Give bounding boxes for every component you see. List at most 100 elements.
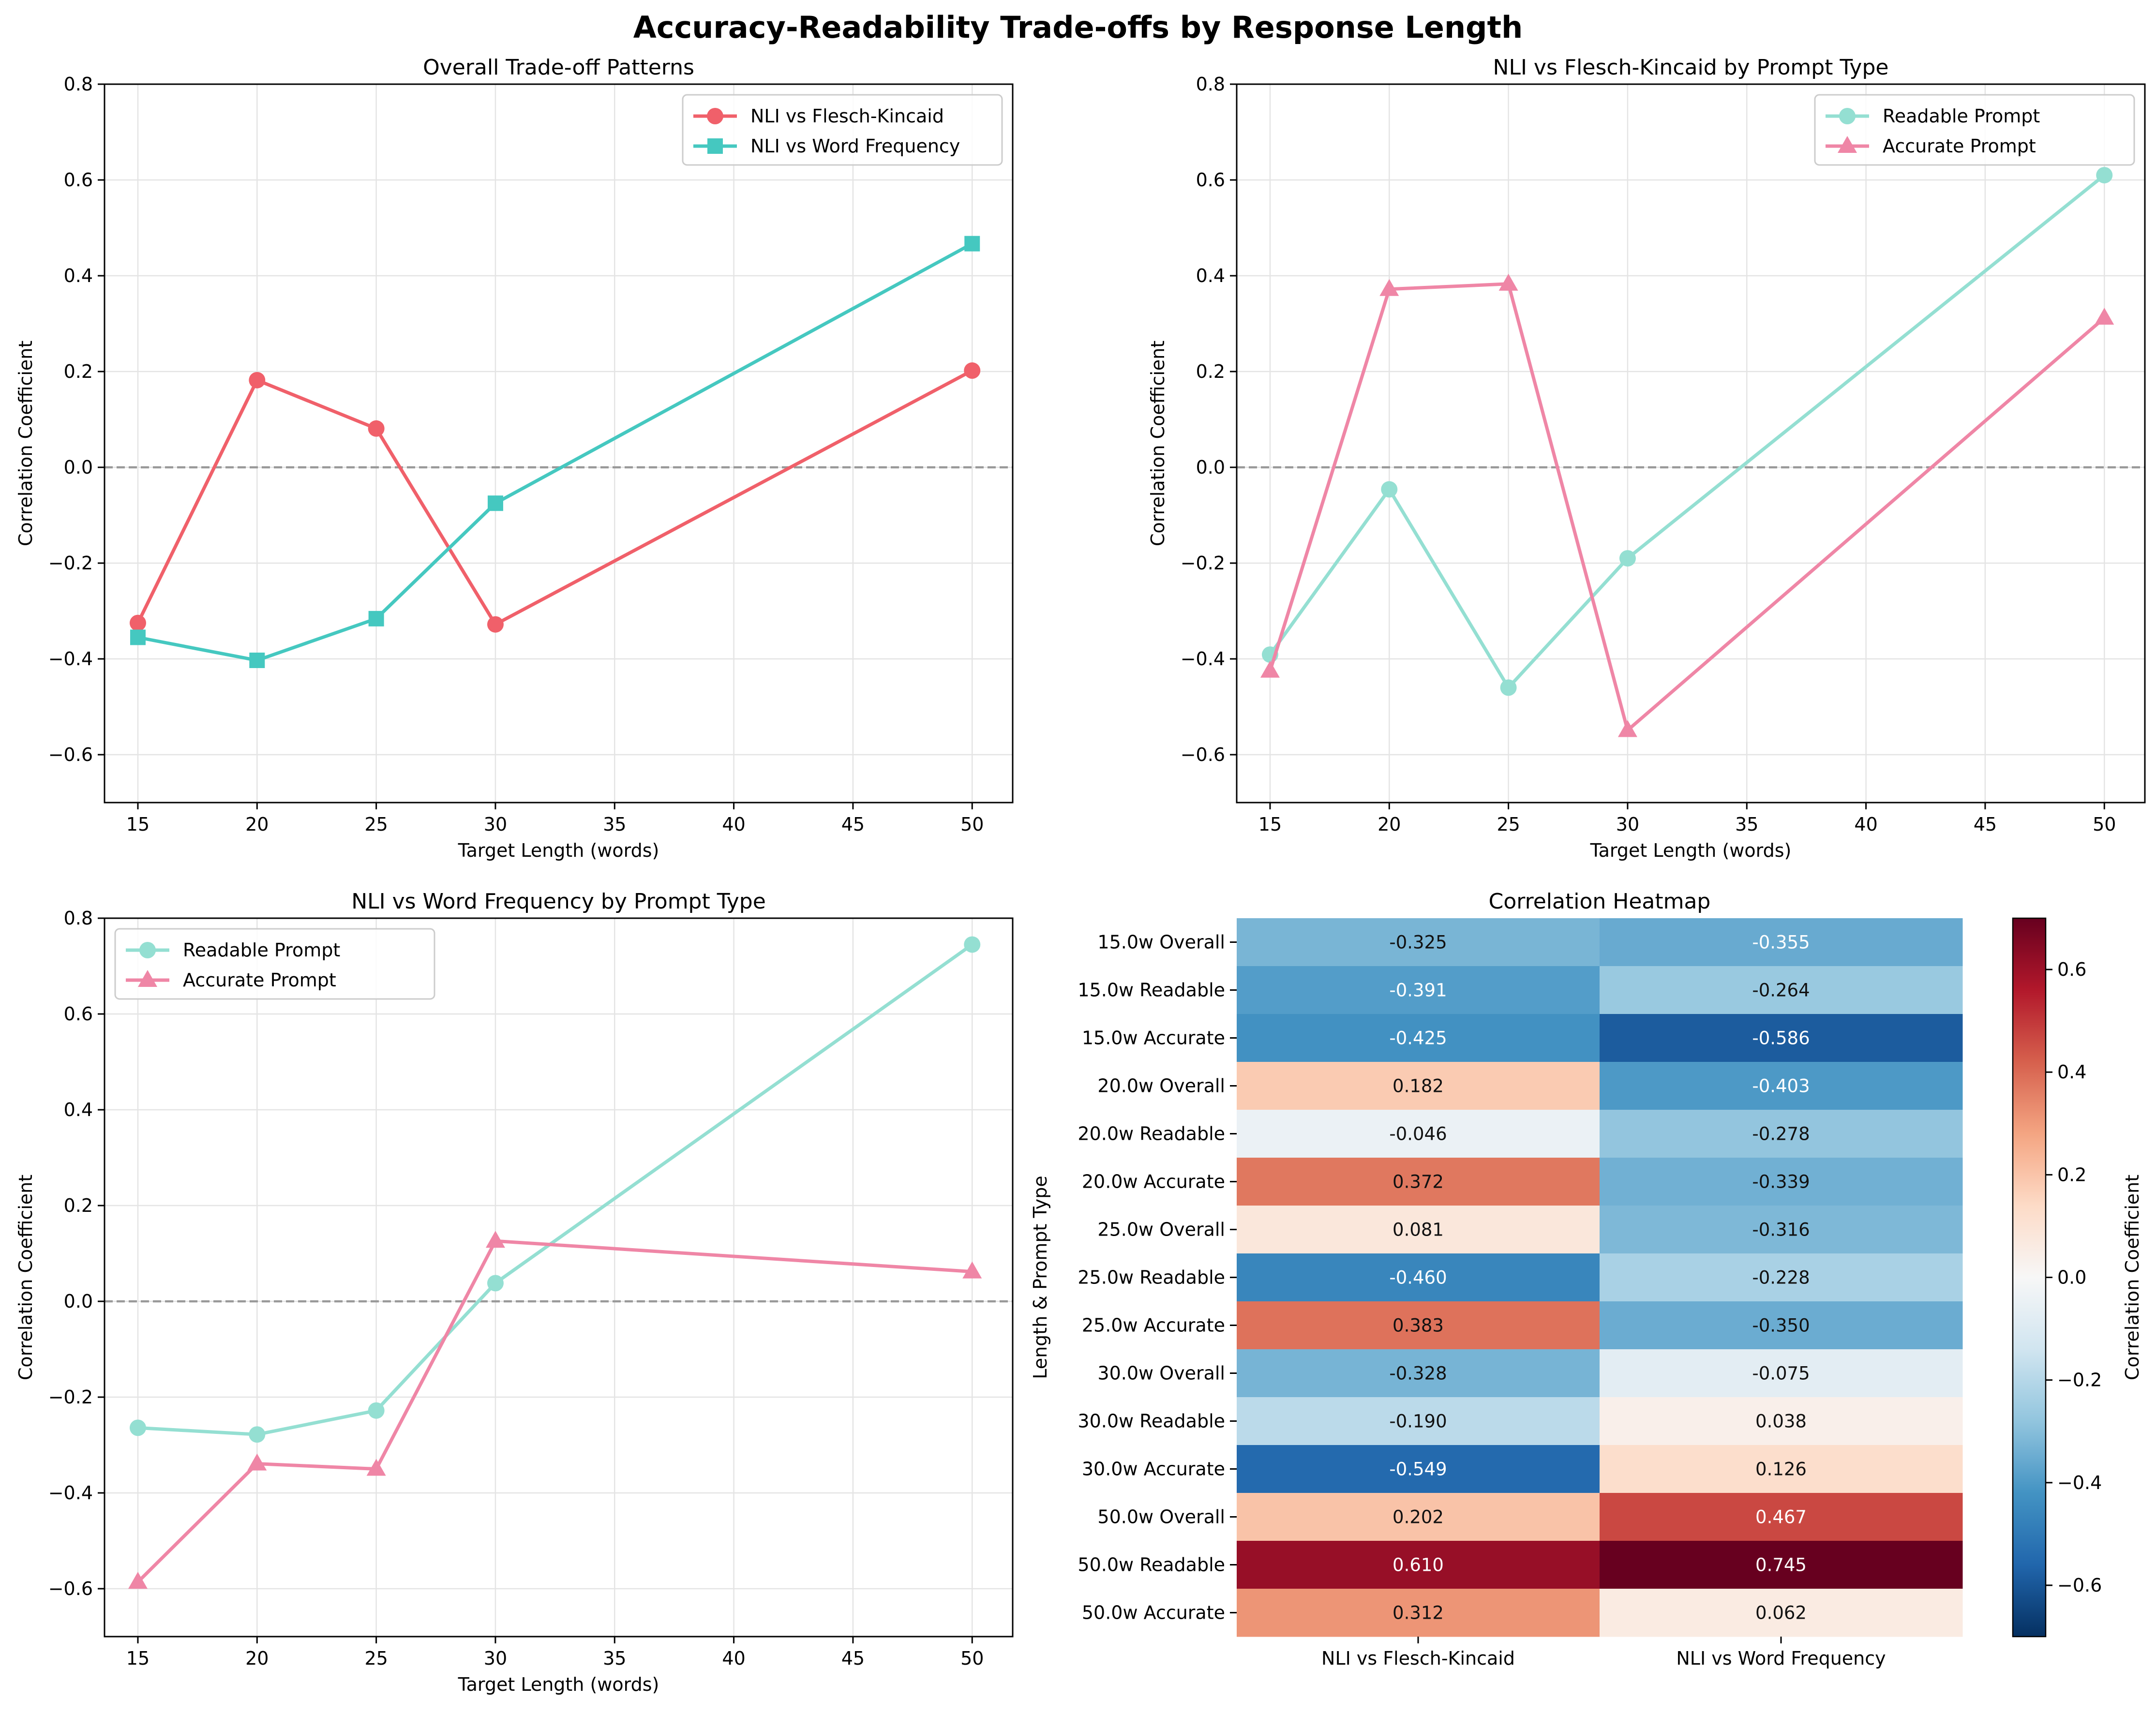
series-line-2 — [1268, 282, 2106, 732]
heatmap-value-label: -0.403 — [1752, 1076, 1810, 1097]
heatmap-cell — [1237, 1493, 1600, 1541]
subplot-title: NLI vs Word Frequency by Prompt Type — [351, 889, 766, 914]
heatmap-cell — [1600, 1062, 1963, 1110]
data-point — [1500, 679, 1517, 696]
heatmap-cell — [1600, 1493, 1963, 1541]
row-label: 25.0w Readable — [1078, 1267, 1225, 1288]
line-chart-1: 15 20 25 30 35 40 45 50 −0.6 −0.4 −0.2 0.0 0.2 0.4 0.6… — [15, 55, 1014, 861]
legend-marker — [1839, 108, 1856, 124]
heatmap-value-label: -0.325 — [1389, 932, 1447, 953]
row-label: 50.0w Accurate — [1082, 1602, 1225, 1624]
heatmap-value-label: -0.355 — [1752, 932, 1810, 953]
heatmap-value-label: 0.202 — [1392, 1507, 1444, 1528]
legend-marker — [707, 138, 723, 154]
y-tick-label: −0.4 — [1181, 648, 1225, 670]
row-label: 50.0w Overall — [1097, 1506, 1225, 1528]
y-tick-label: 0.0 — [64, 1291, 93, 1312]
x-tick-label: 20 — [245, 814, 269, 835]
y-tick-label: 0.2 — [64, 1195, 93, 1216]
y-tick-label: 0.4 — [64, 1099, 93, 1120]
y-tick-label: 0.8 — [1196, 74, 1225, 95]
x-axis-label: Target Length (words) — [1590, 840, 1792, 861]
data-point — [368, 1402, 385, 1419]
data-point — [130, 629, 146, 645]
y-tick-label: 0.8 — [64, 74, 93, 95]
y-tick-label: 0.2 — [64, 361, 93, 382]
heatmap-cell — [1237, 1445, 1600, 1493]
legend-marker — [138, 970, 157, 987]
column-label: NLI vs Word Frequency — [1676, 1648, 1886, 1669]
x-tick-label: 15 — [1258, 814, 1282, 835]
heatmap-value-label: 0.610 — [1392, 1555, 1444, 1576]
x-tick-label: 45 — [1974, 814, 1997, 835]
y-tick-label: 0.8 — [64, 908, 93, 929]
x-tick-label: 50 — [960, 814, 984, 835]
data-point — [2096, 167, 2113, 184]
heatmap-cell — [1600, 1397, 1963, 1446]
x-tick-label: 40 — [722, 814, 745, 835]
legend: Readable Prompt Accurate Prompt — [1814, 94, 2135, 166]
data-point — [964, 362, 981, 379]
y-tick-label: 0.6 — [64, 1003, 93, 1025]
y-tick-label: 0.4 — [64, 265, 93, 286]
heatmap-value-label: -0.328 — [1389, 1363, 1447, 1384]
data-point — [964, 236, 980, 252]
heatmap-value-label: 0.126 — [1755, 1459, 1807, 1480]
data-point — [1619, 550, 1636, 567]
subplot-title: Overall Trade-off Patterns — [423, 55, 694, 80]
legend-label: Accurate Prompt — [1883, 135, 2036, 157]
heatmap-cell — [1600, 1206, 1963, 1254]
colorbar-tick-label: −0.6 — [2057, 1575, 2102, 1596]
heatmap-value-label: -0.339 — [1752, 1172, 1810, 1192]
colorbar-tick-label: 0.0 — [2057, 1267, 2086, 1288]
line-chart-2: 15 20 25 30 35 40 45 50 −0.6 −0.4 −0.2 0.0 0.2 0.4 0.6… — [1147, 55, 2146, 861]
plot-frame — [104, 917, 1014, 1638]
row-label: 20.0w Overall — [1097, 1075, 1225, 1097]
heatmap-value-label: 0.745 — [1755, 1555, 1807, 1576]
legend: NLI vs Flesch-Kincaid NLI vs Word Frequen… — [682, 94, 1003, 166]
x-tick-label: 25 — [364, 1648, 388, 1669]
data-point — [249, 372, 266, 388]
x-tick-label: 50 — [960, 1648, 984, 1669]
legend-frame — [114, 928, 435, 1000]
x-tick-label: 15 — [126, 1648, 150, 1669]
x-tick-label: 40 — [1854, 814, 1877, 835]
legend-marker — [707, 108, 723, 124]
y-tick-label: −0.4 — [48, 648, 93, 670]
data-point — [366, 1459, 386, 1476]
heatmap-value-label: -0.460 — [1389, 1267, 1447, 1288]
x-tick-label: 20 — [245, 1648, 269, 1669]
x-tick-label: 15 — [126, 814, 150, 835]
row-label: 20.0w Accurate — [1082, 1171, 1225, 1192]
subplot-title: NLI vs Flesch-Kincaid by Prompt Type — [1493, 55, 1889, 80]
heatmap-value-label: 0.038 — [1755, 1411, 1807, 1432]
y-tick-label: −0.2 — [1181, 552, 1225, 574]
y-tick-label: −0.4 — [48, 1482, 93, 1504]
row-label: 50.0w Readable — [1078, 1554, 1225, 1576]
heatmap-value-label: -0.316 — [1752, 1220, 1810, 1240]
data-point — [368, 611, 384, 626]
heatmap-value-label: -0.549 — [1389, 1459, 1447, 1480]
x-tick-label: 45 — [841, 1648, 865, 1669]
column-label: NLI vs Flesch-Kincaid — [1321, 1648, 1515, 1669]
heatmap-value-label: -0.350 — [1752, 1315, 1810, 1336]
heatmap-value-label: -0.228 — [1752, 1267, 1810, 1288]
y-axis-label: Correlation Coefficient — [1147, 341, 1168, 546]
heatmap-cell — [1600, 1158, 1963, 1206]
data-point — [1379, 279, 1399, 296]
heatmap-value-label: 0.182 — [1392, 1076, 1444, 1097]
data-point — [129, 614, 146, 631]
data-point — [485, 1231, 505, 1248]
data-point — [1617, 720, 1637, 737]
colorbar-tick-label: −0.2 — [2057, 1370, 2102, 1391]
x-tick-label: 35 — [603, 1648, 626, 1669]
heatmap-value-label: -0.264 — [1752, 980, 1810, 1001]
data-point — [964, 936, 981, 953]
data-point — [2095, 308, 2114, 325]
heatmap-cell — [1237, 1062, 1600, 1110]
heatmap-cell — [1237, 1349, 1600, 1398]
row-label: 15.0w Accurate — [1082, 1028, 1225, 1049]
heatmap-value-label: 0.312 — [1392, 1603, 1444, 1624]
legend-label: Readable Prompt — [1883, 105, 2040, 127]
heatmap-cell — [1600, 966, 1963, 1014]
